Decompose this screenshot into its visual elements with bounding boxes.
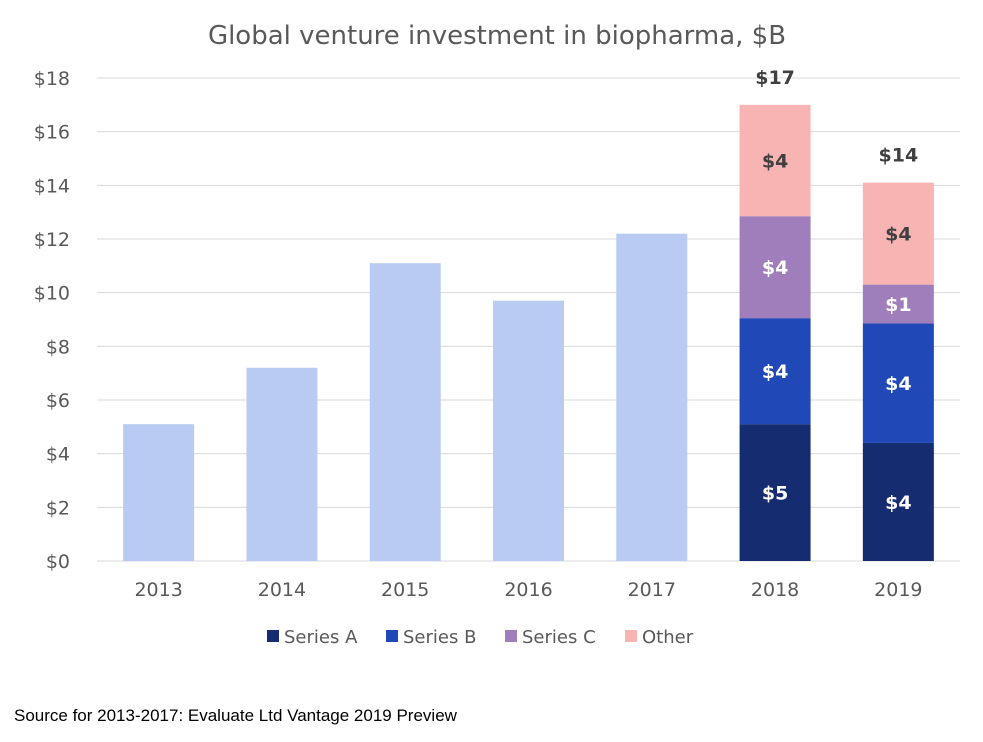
y-tick-label: $14 <box>34 175 70 197</box>
total-data-label: $14 <box>879 145 919 167</box>
bar-total-2017 <box>616 233 688 561</box>
y-axis-ticks: $0 $2 $4 $6 $8 $10 $12 $14 $16 $18 <box>34 68 70 573</box>
chart-title: Global venture investment in biopharma, … <box>208 21 786 51</box>
legend-swatch <box>505 630 517 642</box>
data-labels: $5 $4 $4 $4 $17 $4 $4 $1 $4 $14 <box>755 67 918 514</box>
chart-svg: Global venture investment in biopharma, … <box>34 21 960 648</box>
segment-data-label: $4 <box>885 224 911 246</box>
y-tick-label: $16 <box>34 122 70 144</box>
segment-data-label: $4 <box>762 257 788 279</box>
legend-label: Series B <box>403 627 476 648</box>
bar-total-2015 <box>369 263 441 561</box>
segment-data-label: $4 <box>762 361 788 383</box>
bar-segment-other-2019 <box>862 182 934 285</box>
chart: Global venture investment in biopharma, … <box>34 21 960 648</box>
bar-segment-other-2018 <box>739 104 811 217</box>
x-tick-label: 2016 <box>504 579 552 601</box>
x-axis-ticks: 2013 2014 2015 2016 2017 2018 2019 <box>134 579 922 601</box>
y-tick-label: $4 <box>46 444 70 466</box>
x-tick-label: 2019 <box>874 579 922 601</box>
segment-data-label: $5 <box>762 483 788 505</box>
x-tick-label: 2017 <box>628 579 676 601</box>
segment-data-label: $1 <box>885 294 911 316</box>
legend-label: Other <box>642 627 694 648</box>
x-tick-label: 2014 <box>258 579 306 601</box>
legend-label: Series A <box>284 627 358 648</box>
x-tick-label: 2013 <box>134 579 182 601</box>
legend-label: Series C <box>522 627 596 648</box>
y-tick-label: $18 <box>34 68 70 90</box>
bar-segment-series-a-2019 <box>862 442 934 561</box>
y-tick-label: $2 <box>46 497 70 519</box>
y-tick-label: $12 <box>34 229 70 251</box>
x-tick-label: 2018 <box>751 579 799 601</box>
legend-swatch <box>625 630 637 642</box>
bar-total-2016 <box>493 300 564 561</box>
bar-total-2013 <box>123 424 195 561</box>
segment-data-label: $4 <box>885 492 911 514</box>
legend: Series A Series B Series C Other <box>267 627 694 648</box>
legend-swatch <box>386 630 398 642</box>
source-note: Source for 2013-2017: Evaluate Ltd Vanta… <box>14 706 457 725</box>
bar-segment-series-b-2019 <box>862 323 934 443</box>
y-tick-label: $0 <box>46 551 70 573</box>
y-tick-label: $6 <box>46 390 70 412</box>
bar-total-2014 <box>246 367 318 561</box>
y-tick-label: $8 <box>46 336 70 358</box>
bar-segment-series-c-2019 <box>862 284 934 324</box>
bars <box>123 104 934 561</box>
x-tick-label: 2015 <box>381 579 429 601</box>
segment-data-label: $4 <box>762 151 788 173</box>
bar-segment-series-a-2018 <box>739 424 811 561</box>
total-data-label: $17 <box>755 67 795 89</box>
bar-segment-series-c-2018 <box>739 216 811 319</box>
segment-data-label: $4 <box>885 373 911 395</box>
bar-segment-series-b-2018 <box>739 318 811 425</box>
legend-swatch <box>267 630 279 642</box>
y-tick-label: $10 <box>34 283 70 305</box>
